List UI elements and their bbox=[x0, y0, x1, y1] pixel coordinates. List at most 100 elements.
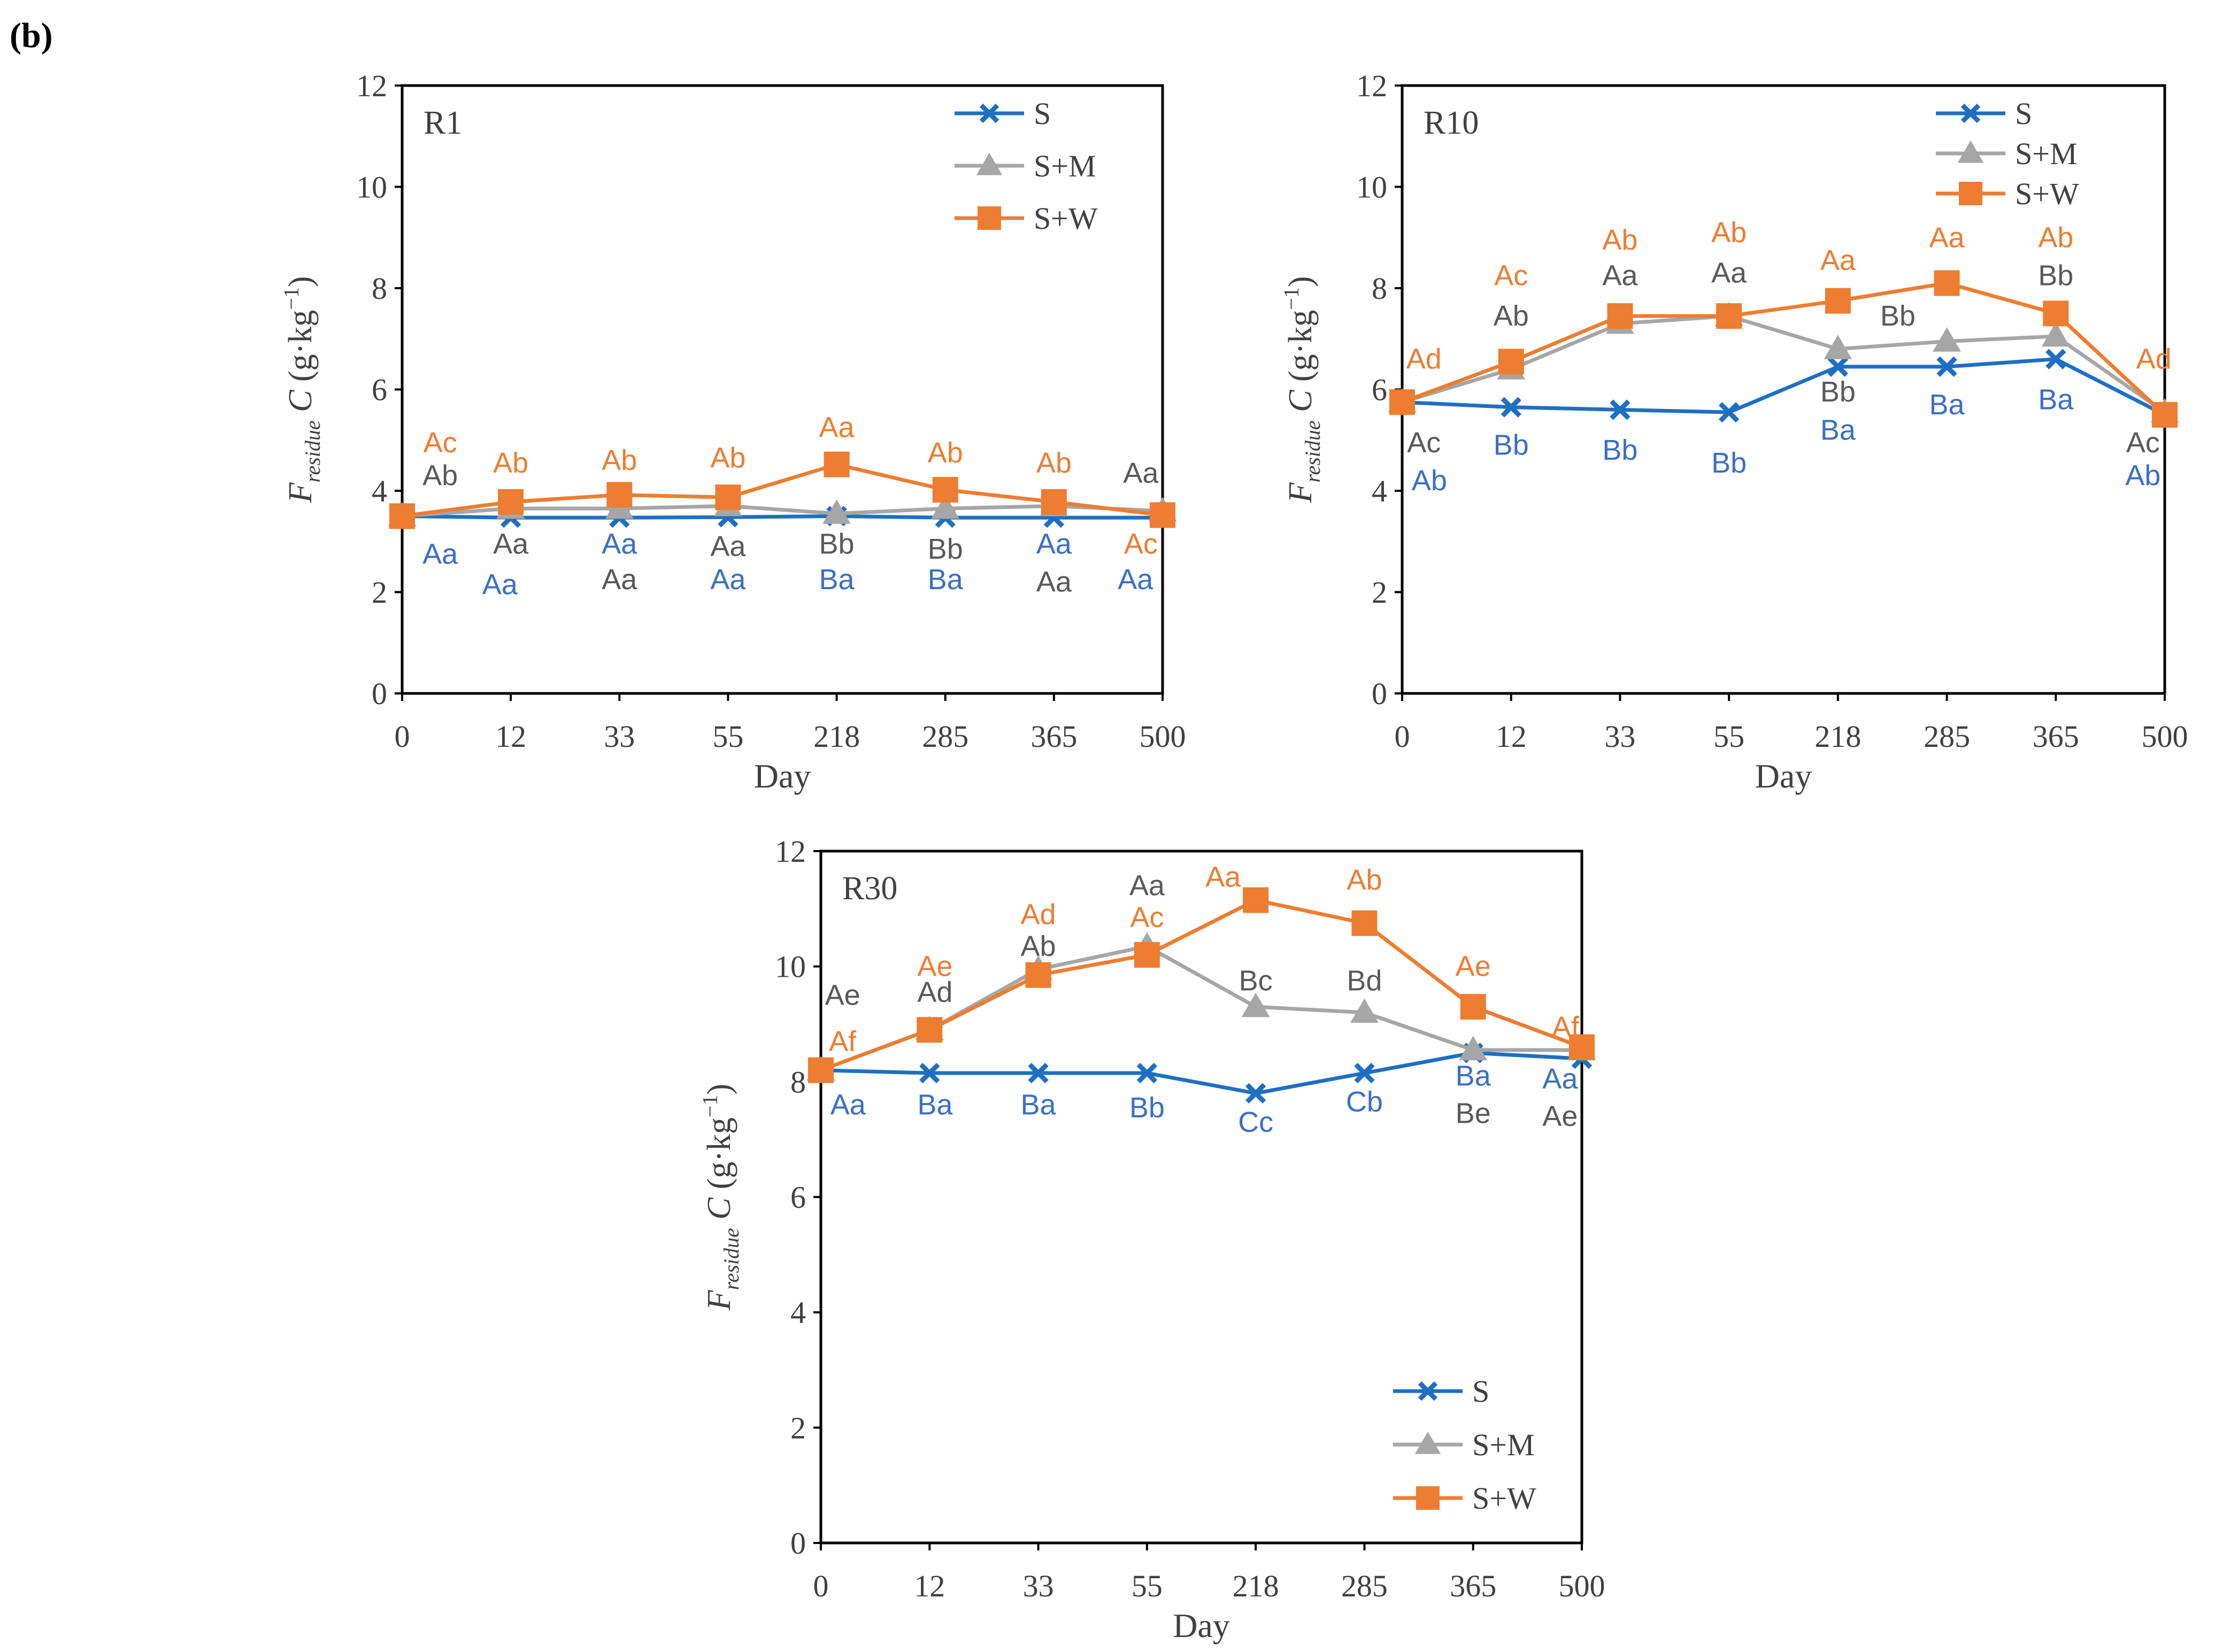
marker-square bbox=[917, 1017, 943, 1043]
y-tick-label: 0 bbox=[372, 676, 387, 711]
significance-label: Ac bbox=[2126, 427, 2160, 459]
marker-x bbox=[1610, 399, 1631, 420]
legend-label: S+M bbox=[1034, 149, 1096, 183]
significance-label: Aa bbox=[1129, 870, 1165, 902]
marker-square bbox=[1959, 182, 1982, 205]
marker-square bbox=[1825, 288, 1851, 314]
x-tick-label: 365 bbox=[1030, 719, 1077, 754]
y-tick-label: 0 bbox=[1372, 676, 1387, 711]
y-tick-label: 8 bbox=[1372, 271, 1387, 306]
significance-label: Aa bbox=[819, 412, 855, 444]
x-tick-label: 55 bbox=[712, 719, 743, 754]
y-tick-label: 4 bbox=[790, 1295, 806, 1330]
marker-square bbox=[1025, 962, 1051, 988]
chart-r10: 0 2 4 6 8 10 12 0 12 33 55 218 285 365 500 Day Fresidue … bbox=[1279, 68, 2188, 795]
marker-square bbox=[824, 451, 850, 477]
significance-label: Ab bbox=[2038, 221, 2073, 253]
significance-label: Aa bbox=[482, 568, 518, 600]
chart-r1: 0 2 4 6 8 10 12 0 12 33 55 218 285 365 500 Day Fresidue … bbox=[279, 68, 1186, 795]
marker-x bbox=[1418, 1381, 1438, 1401]
significance-label: Ae bbox=[917, 951, 952, 983]
x-tick-label: 33 bbox=[1023, 1569, 1054, 1603]
y-tick-label: 10 bbox=[1356, 170, 1387, 205]
significance-label: Bb bbox=[1494, 429, 1529, 461]
significance-label: Bb bbox=[1129, 1092, 1165, 1124]
marker-square bbox=[1569, 1034, 1595, 1060]
legend-label: S bbox=[1472, 1374, 1489, 1409]
legend-label: S+W bbox=[1472, 1481, 1536, 1516]
x-tick-label: 218 bbox=[1233, 1569, 1279, 1603]
significance-label: Aa bbox=[710, 563, 746, 596]
significance-label: Bb bbox=[1820, 376, 1856, 408]
significance-label: Af bbox=[829, 1025, 857, 1057]
significance-label: Ab bbox=[928, 437, 963, 469]
marker-triangle bbox=[1957, 140, 1984, 163]
significance-label: Ab bbox=[1711, 217, 1747, 249]
series-line-s-w bbox=[820, 898, 1583, 1072]
significance-label: Bb bbox=[1880, 300, 1916, 332]
marker-triangle bbox=[1414, 1431, 1441, 1454]
marker-x bbox=[1501, 397, 1521, 418]
x-tick-label: 365 bbox=[2033, 719, 2079, 754]
marker-x bbox=[1245, 1083, 1266, 1104]
x-tick-label: 500 bbox=[1559, 1569, 1605, 1603]
y-tick-label: 6 bbox=[372, 373, 387, 407]
x-tick-label: 55 bbox=[1132, 1569, 1163, 1603]
marker-x bbox=[919, 1062, 940, 1084]
marker-square bbox=[389, 503, 415, 529]
significance-label: Cb bbox=[1346, 1086, 1383, 1118]
significance-label: Aa bbox=[1929, 221, 1965, 253]
x-tick-label: 12 bbox=[1496, 719, 1527, 754]
legend-label: S+M bbox=[1472, 1427, 1535, 1462]
legend: S S+M S+W bbox=[955, 96, 1098, 236]
marker-square bbox=[715, 484, 741, 511]
series-line-s bbox=[1402, 357, 2166, 416]
y-tick-label: 2 bbox=[790, 1410, 806, 1445]
significance-label: Bb bbox=[1711, 447, 1747, 479]
marker-x bbox=[1936, 356, 1957, 377]
y-tick-label: 2 bbox=[1372, 575, 1387, 610]
significance-label: Ad bbox=[1406, 343, 1442, 375]
marker-square bbox=[978, 206, 1001, 230]
significance-label: Ab bbox=[602, 444, 637, 476]
significance-label: Aa bbox=[1123, 457, 1159, 489]
significance-label: Aa bbox=[1542, 1063, 1578, 1095]
marker-square bbox=[1934, 270, 1960, 296]
x-axis-label: Day bbox=[1755, 757, 1812, 795]
marker-triangle bbox=[1241, 992, 1270, 1017]
marker-x bbox=[1718, 402, 1740, 423]
marker-square bbox=[2043, 300, 2069, 327]
significance-label: Bb bbox=[2038, 259, 2073, 291]
panel-title: R1 bbox=[424, 105, 462, 141]
series-line-s-w bbox=[402, 462, 1163, 518]
y-tick-label: 8 bbox=[372, 271, 387, 306]
significance-label: Bb bbox=[819, 528, 855, 560]
significance-label: Ab bbox=[1347, 864, 1382, 896]
legend: S S+M S+W bbox=[1393, 1374, 1536, 1516]
legend-label: S bbox=[1034, 96, 1051, 131]
significance-label: Aa bbox=[602, 528, 637, 560]
legend: S S+M S+W bbox=[1936, 96, 2079, 211]
significance-label: Ba bbox=[1820, 414, 1856, 446]
marker-square bbox=[1243, 887, 1269, 913]
chart-r30: 0 2 4 6 8 10 12 0 12 33 55 218 285 365 500 Day Fresidue … bbox=[698, 834, 1605, 1645]
marker-square bbox=[1389, 389, 1415, 415]
x-tick-label: 33 bbox=[604, 719, 635, 754]
x-tick-label: 0 bbox=[813, 1569, 829, 1603]
marker-x bbox=[1136, 1062, 1158, 1084]
legend-label: S+W bbox=[1034, 201, 1098, 236]
marker-square bbox=[808, 1057, 834, 1083]
significance-label: Ac bbox=[1407, 427, 1441, 459]
x-tick-label: 55 bbox=[1713, 719, 1744, 754]
marker-square bbox=[1416, 1486, 1440, 1510]
marker-square bbox=[1498, 349, 1524, 375]
x-tick-label: 12 bbox=[914, 1569, 945, 1603]
significance-label: Aa bbox=[1205, 861, 1241, 893]
y-tick-label: 2 bbox=[372, 575, 387, 610]
significance-label: Aa bbox=[1711, 257, 1747, 289]
significance-label: Ae bbox=[825, 979, 860, 1012]
y-tick-label: 4 bbox=[1372, 474, 1387, 508]
significance-label: Cc bbox=[1238, 1106, 1273, 1138]
significance-label: Ab bbox=[710, 442, 745, 474]
marker-x bbox=[1028, 1062, 1049, 1084]
